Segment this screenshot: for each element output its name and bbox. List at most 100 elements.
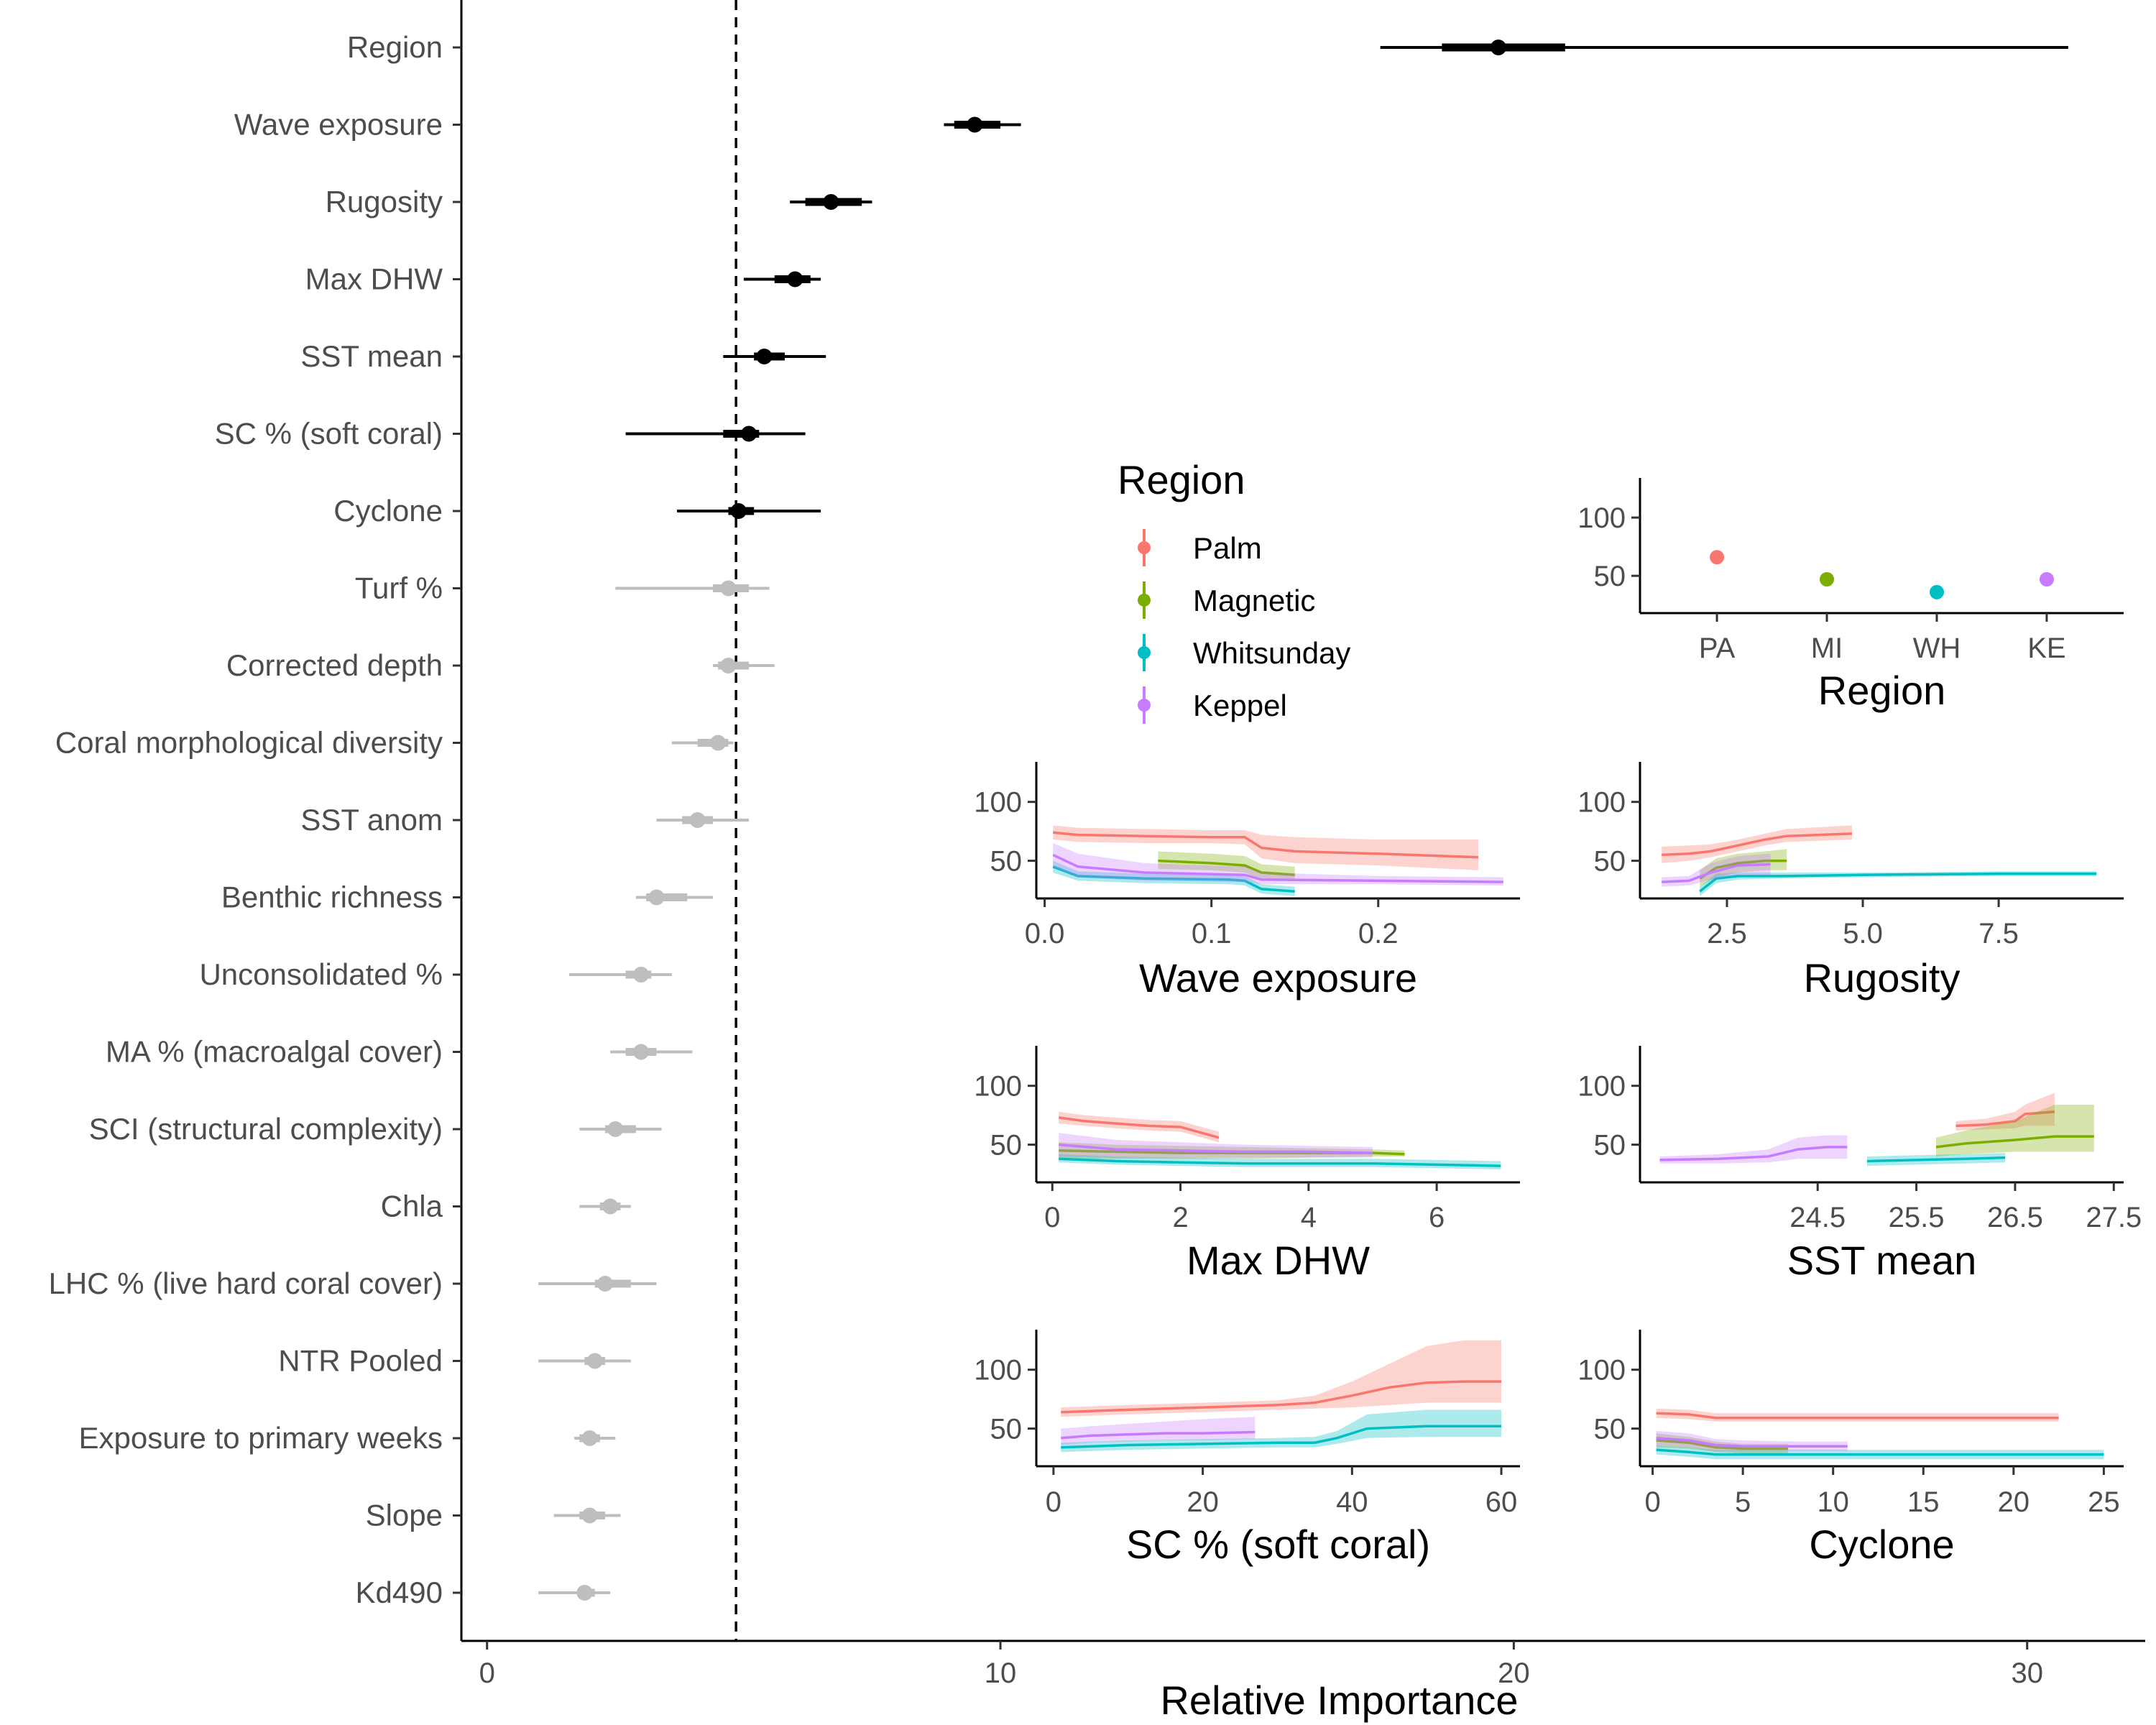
inset-y-tick-label: 100 — [1577, 502, 1626, 534]
mean-point — [1490, 40, 1506, 55]
y-tick-label: Rugosity — [326, 185, 443, 218]
inset-panel-region: 50 100 PA MI WH KE Region — [1577, 478, 2124, 713]
partial-dependence-line-keppel — [1061, 1430, 1256, 1440]
inset-x-tick-label: 2.5 — [1707, 918, 1747, 949]
inset-y-tick-label: 100 — [1577, 1355, 1626, 1386]
partial-dependence-line-keppel — [1662, 862, 1771, 883]
region-effect-point — [1820, 572, 1835, 586]
inset-x-tick-label: 0 — [1044, 1202, 1060, 1233]
inset-x-tick-label: 27.5 — [2086, 1202, 2142, 1233]
y-tick-label: SC % (soft coral) — [215, 417, 443, 451]
confidence-ribbon-keppel — [1053, 843, 1503, 886]
inset-y-tick-label: 50 — [1594, 561, 1626, 592]
partial-dependence-line-palm — [1662, 832, 1852, 857]
inset-y-tick-label: 50 — [1594, 846, 1626, 878]
inset-y-tick-label: 100 — [974, 1355, 1022, 1386]
inset-panel-cyclone: 50 100 0 5 10 15 20 25 Cyclone — [1577, 1330, 2124, 1567]
inset-x-tick-label: 6 — [1429, 1202, 1445, 1233]
partial-dependence-line-magnetic — [1158, 859, 1295, 876]
y-tick-label: SCI (structural complexity) — [89, 1112, 443, 1146]
inset-x-tick-label: 4 — [1301, 1202, 1317, 1233]
inset-x-tick-label: 20 — [1187, 1486, 1219, 1518]
partial-dependence-line-palm — [1058, 1116, 1220, 1139]
inset-y-tick-label: 50 — [990, 1414, 1023, 1445]
inset-x-tick-label: 2 — [1172, 1202, 1188, 1233]
mean-point — [576, 1585, 593, 1601]
inset-x-tick-label: 60 — [1485, 1486, 1518, 1518]
region-effect-point — [2039, 572, 2054, 586]
partial-dependence-line-whitsunday — [1061, 1425, 1501, 1449]
mean-point — [586, 1353, 603, 1369]
inset-x-tick-label: 26.5 — [1987, 1202, 2043, 1233]
inset-panel-sst: 50 100 24.5 25.5 26.5 27.5 SST mean — [1577, 1046, 2142, 1283]
inset-x-axis-title: Max DHW — [1187, 1238, 1370, 1283]
legend-key-point — [1138, 646, 1151, 659]
legend-label: Palm — [1193, 531, 1262, 565]
y-tick-label: NTR Pooled — [278, 1344, 443, 1378]
inset-x-tick-label: 5 — [1735, 1486, 1751, 1518]
legend-label: Keppel — [1193, 689, 1287, 722]
inset-x-axis-title: SST mean — [1787, 1238, 1977, 1283]
legend-key-point — [1138, 541, 1151, 554]
inset-y-tick-label: 100 — [974, 1071, 1022, 1103]
y-tick-label: Unconsolidated % — [199, 957, 443, 991]
mean-point — [581, 1507, 598, 1524]
partial-dependence-line-palm — [1955, 1110, 2055, 1128]
inset-x-axis-title: Wave exposure — [1139, 955, 1417, 1000]
mean-point — [787, 271, 803, 288]
mean-point — [967, 116, 983, 133]
mean-point — [720, 580, 737, 597]
x-axis-title: Relative Importance — [1160, 1678, 1518, 1723]
x-tick-label: 0 — [479, 1657, 495, 1689]
partial-dependence-line-keppel — [1659, 1146, 1848, 1162]
inset-x-tick-label: MI — [1811, 632, 1843, 664]
legend-label: Magnetic — [1193, 584, 1315, 617]
y-tick-label: SST anom — [300, 803, 443, 837]
y-tick-label: Cyclone — [333, 494, 443, 528]
legend-label: Whitsunday — [1193, 636, 1350, 670]
confidence-ribbon-palm — [1955, 1092, 2055, 1131]
mean-point — [823, 194, 839, 210]
inset-x-tick-label: 0.2 — [1358, 918, 1399, 949]
inset-x-axis-title: Rugosity — [1804, 955, 1961, 1000]
y-tick-label: Coral morphological diversity — [55, 726, 443, 760]
legend-title: Region — [1118, 457, 1245, 502]
partial-dependence-line-palm — [1053, 831, 1479, 859]
confidence-ribbon-keppel — [1659, 1135, 1848, 1164]
legend-key-point — [1138, 699, 1151, 712]
inset-y-tick-label: 100 — [974, 787, 1022, 819]
inset-x-axis-title: SC % (soft coral) — [1126, 1522, 1430, 1567]
mean-point — [730, 503, 747, 519]
x-tick-label: 20 — [1498, 1657, 1530, 1689]
mean-point — [597, 1276, 614, 1292]
inset-y-tick-label: 100 — [1577, 1071, 1626, 1103]
inset-x-tick-label: KE — [2027, 632, 2065, 664]
inset-x-tick-label: PA — [1699, 632, 1736, 664]
y-tick-label: Turf % — [355, 571, 443, 605]
y-tick-label: Exposure to primary weeks — [78, 1421, 443, 1455]
confidence-ribbon-palm — [1059, 1111, 1219, 1143]
y-tick-label: Benthic richness — [221, 880, 443, 914]
inset-x-axis-title: Region — [1818, 668, 1945, 713]
mean-point — [633, 1044, 650, 1060]
mean-point — [756, 349, 773, 364]
confidence-ribbon-whitsunday — [1700, 871, 2097, 896]
mean-point — [689, 812, 706, 828]
y-tick-label: Kd490 — [356, 1576, 443, 1609]
inset-x-tick-label: 24.5 — [1789, 1202, 1846, 1233]
partial-dependence-line-keppel — [1059, 1143, 1373, 1154]
mean-point — [633, 967, 650, 983]
mean-point — [581, 1430, 598, 1446]
inset-y-tick-label: 50 — [1594, 1414, 1626, 1445]
partial-dependence-line-whitsunday — [1059, 1157, 1501, 1167]
confidence-ribbon-keppel — [1061, 1417, 1256, 1445]
inset-x-tick-label: 25.5 — [1889, 1202, 1945, 1233]
partial-dependence-line-keppel — [1052, 853, 1503, 883]
inset-x-tick-label: 0 — [1046, 1486, 1061, 1518]
partial-dependence-line-whitsunday — [1052, 865, 1295, 893]
confidence-ribbon-magnetic — [1700, 849, 1787, 887]
inset-panel-wave: 50 100 0.0 0.1 0.2 Wave exposure — [974, 762, 1520, 1000]
mean-point — [607, 1121, 624, 1137]
